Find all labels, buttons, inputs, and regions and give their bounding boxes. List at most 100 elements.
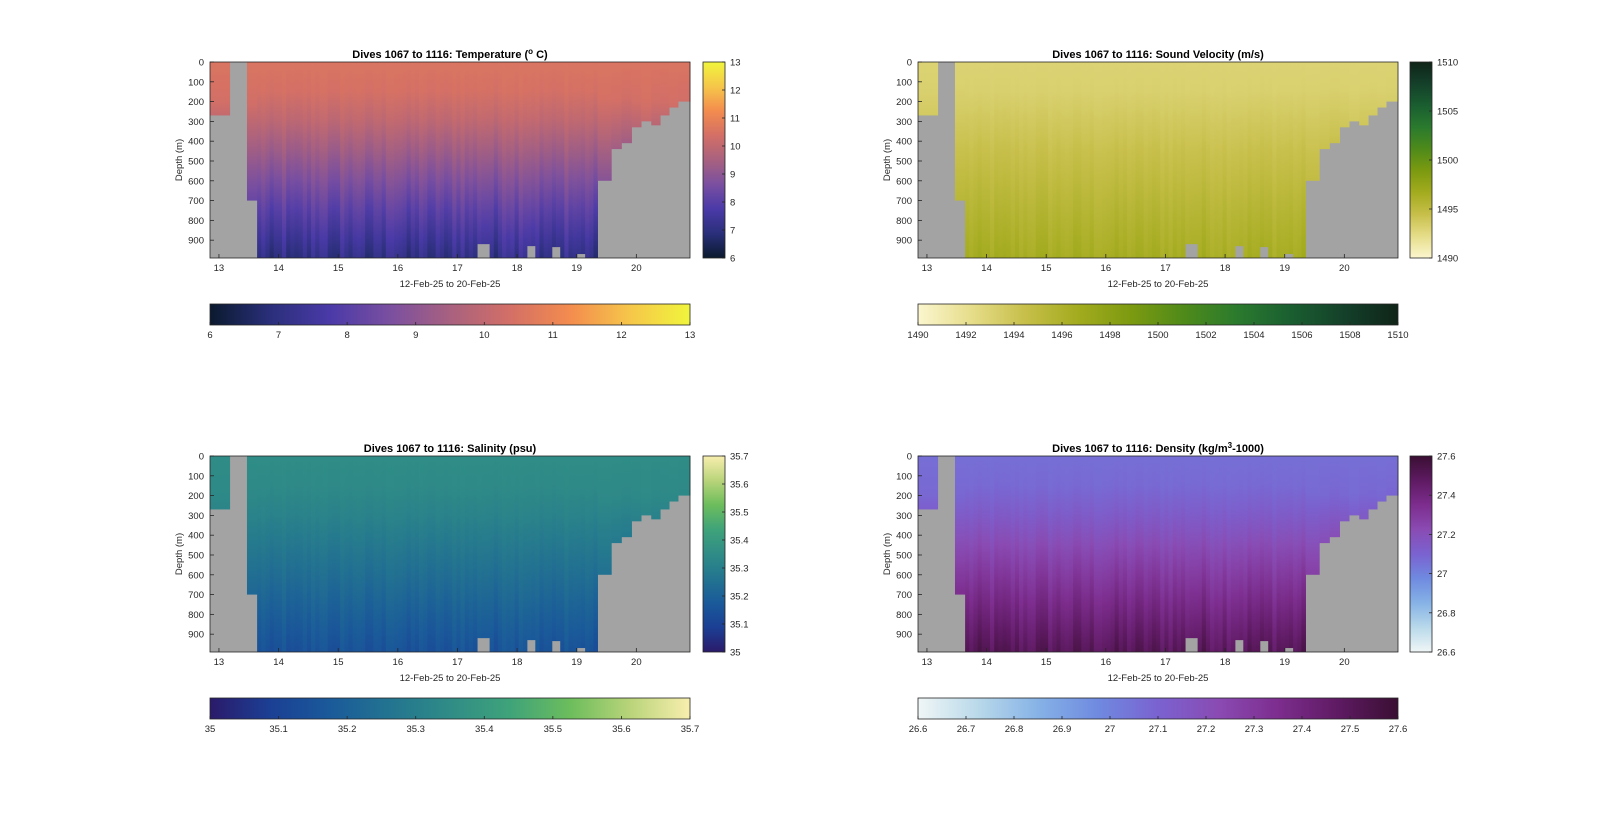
y-tick-label: 200 (188, 97, 204, 108)
dive-column (518, 456, 524, 652)
y-tick-label: 700 (188, 196, 204, 207)
dive-column (526, 62, 532, 247)
dive-column (1064, 456, 1070, 652)
dive-column (1139, 62, 1145, 258)
dive-column (564, 62, 569, 258)
colorbar-tick-label: 27.3 (1245, 724, 1264, 735)
x-tick-label: 16 (393, 263, 404, 274)
dive-column (1027, 62, 1032, 258)
dive-column (485, 62, 491, 245)
dive-column (306, 62, 312, 258)
colorbar-tick-label: 12 (730, 86, 741, 97)
dive-column (273, 456, 279, 652)
dive-column (360, 456, 366, 652)
panel-density: Dives 1067 to 1116: Density (kg/m3-1000)… (882, 441, 1456, 736)
dive-column (394, 62, 399, 258)
dive-column (1085, 62, 1091, 258)
dive-column (1272, 62, 1277, 258)
dive-column (373, 62, 378, 258)
y-tick-label: 300 (188, 117, 204, 128)
dive-column (1131, 456, 1136, 652)
dive-column (290, 456, 295, 652)
x-axis-label: 12-Feb-25 to 20-Feb-25 (1108, 279, 1209, 290)
dive-column (1172, 456, 1178, 652)
dive-column (1234, 456, 1240, 641)
dive-column (1151, 456, 1157, 652)
y-tick-label: 400 (188, 531, 204, 542)
dive-column (269, 62, 275, 258)
colorbar-tick-label: 26.6 (909, 724, 928, 735)
dive-column (369, 456, 374, 652)
dive-column (514, 456, 520, 652)
dive-column (1060, 456, 1066, 652)
dive-column (973, 62, 978, 258)
dive-column (1243, 456, 1248, 652)
dive-column (1268, 62, 1273, 258)
colorbar-tick-label: 35.3 (730, 564, 749, 575)
x-tick-label: 20 (1339, 657, 1350, 668)
dive-column (985, 62, 991, 258)
dive-column (1339, 62, 1350, 128)
dive-column (1110, 62, 1115, 258)
y-axis-label: Depth (m) (882, 533, 893, 575)
heatmap-layer (918, 62, 1399, 258)
x-tick-label: 15 (1041, 263, 1052, 274)
dive-column (282, 456, 287, 652)
dive-column (1349, 456, 1360, 516)
colorbar-gradient (209, 303, 691, 326)
dive-column (356, 456, 362, 652)
vertical-colorbar: 26.6 26.8 27 27.2 27.4 27.6 (1409, 452, 1456, 659)
dive-column (377, 456, 383, 652)
dive-column (1305, 456, 1320, 575)
dive-column (1288, 456, 1294, 649)
x-tick-label: 20 (631, 263, 642, 274)
dive-column (502, 62, 507, 258)
dive-column (269, 456, 275, 652)
colorbar-tick-label: 1500 (1147, 330, 1168, 341)
x-tick-label: 18 (512, 263, 523, 274)
y-tick-label: 900 (896, 630, 912, 641)
x-axis-label: 12-Feb-25 to 20-Feb-25 (400, 673, 501, 684)
dive-column (464, 456, 470, 652)
y-axis-label: Depth (m) (882, 139, 893, 181)
dive-column (564, 456, 569, 652)
dive-column (431, 62, 437, 258)
dive-column (431, 456, 437, 652)
dive-column (365, 62, 370, 258)
chart-title: Dives 1067 to 1116: Salinity (psu) (364, 443, 537, 455)
dive-column (389, 62, 395, 258)
y-tick-label: 0 (199, 452, 204, 463)
dive-column (435, 62, 441, 258)
dive-column (1127, 456, 1132, 652)
colorbar-tick-label: 27.6 (1437, 452, 1456, 463)
dive-column (556, 62, 561, 248)
dive-column (344, 456, 349, 652)
vertical-colorbar: 1490 1495 1500 1505 1510 (1409, 58, 1458, 265)
dive-column (1118, 456, 1124, 652)
dive-column (1386, 456, 1399, 496)
x-tick-label: 18 (512, 657, 523, 668)
dive-column (277, 456, 283, 652)
dive-column (1210, 456, 1215, 652)
dive-column (1319, 456, 1330, 544)
chart-title: Dives 1067 to 1116: Density (kg/m3-1000) (1052, 441, 1264, 456)
heatmap-layer (918, 456, 1399, 652)
dive-column (1068, 62, 1074, 258)
x-tick-label: 15 (333, 657, 344, 668)
y-tick-label: 200 (896, 97, 912, 108)
dive-column (1014, 456, 1020, 652)
dive-column (1280, 456, 1286, 652)
dive-column (576, 62, 582, 255)
colorbar-tick-label: 10 (730, 142, 741, 153)
dive-column (261, 456, 266, 652)
colorbar-tick-label: 1490 (907, 330, 928, 341)
dive-column (1251, 456, 1257, 652)
dive-column (394, 456, 399, 652)
dive-column (1114, 62, 1120, 258)
colorbar-tick-label: 35.4 (730, 536, 749, 547)
y-tick-label: 500 (896, 550, 912, 561)
dive-column (302, 62, 308, 258)
dive-column (1222, 62, 1228, 258)
colorbar-tick-label: 35 (205, 724, 216, 735)
horizontal-colorbar: 26.6 26.7 26.8 26.9 27 27.1 27.2 27.3 27.4 27.5 27… (909, 697, 1407, 735)
